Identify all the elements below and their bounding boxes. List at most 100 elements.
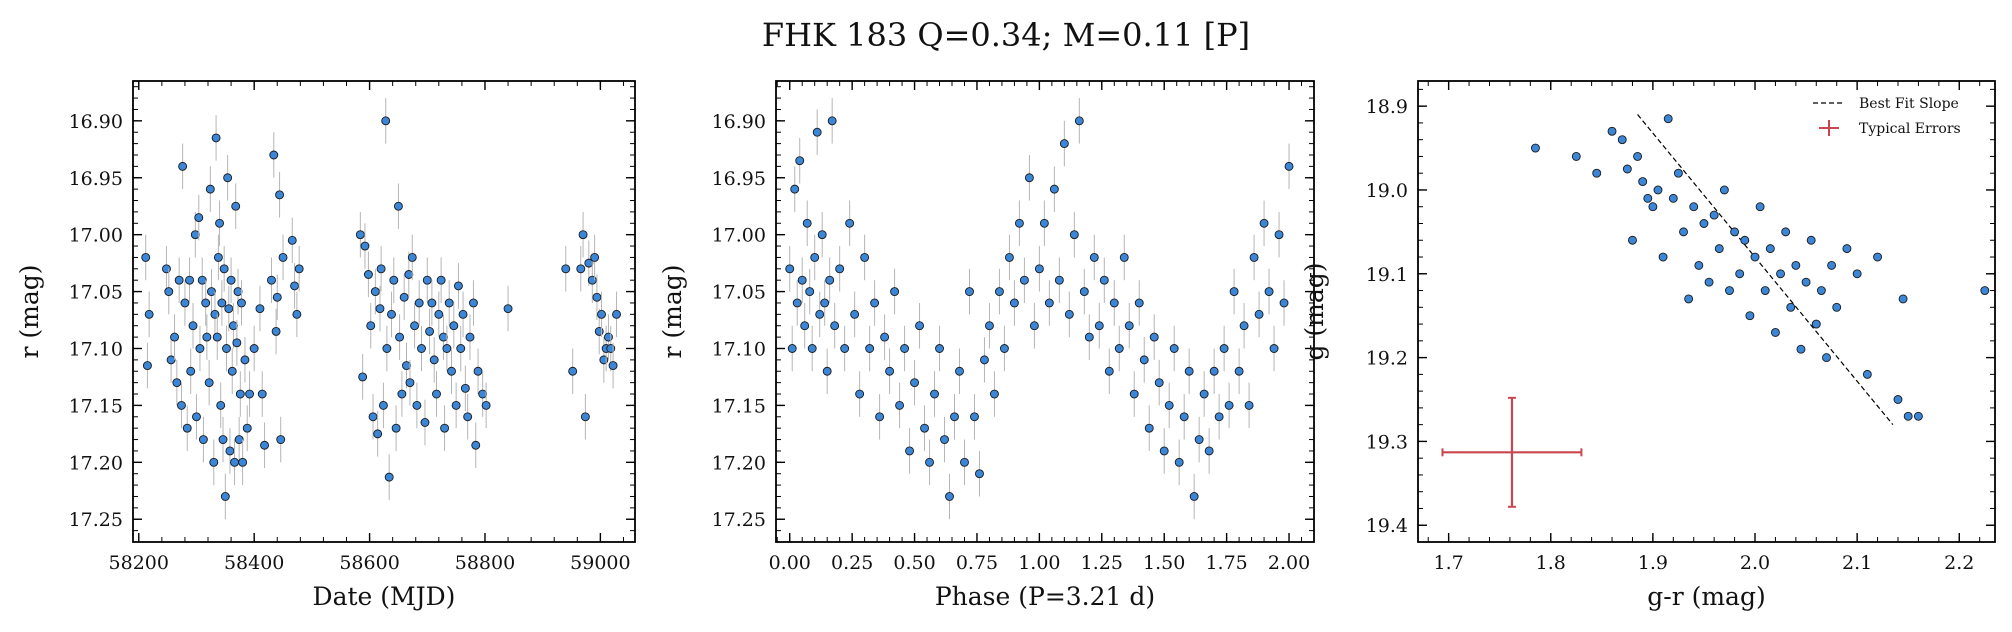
data-point — [1029, 321, 1039, 331]
data-point — [451, 400, 461, 410]
data-point — [835, 264, 845, 274]
data-point — [271, 326, 281, 336]
data-point — [368, 412, 378, 422]
data-point — [290, 281, 300, 291]
data-point — [412, 400, 422, 410]
data-point — [427, 298, 437, 308]
data-point — [190, 230, 200, 240]
data-point — [1239, 321, 1249, 331]
data-point — [358, 372, 368, 382]
y-tick-label: 17.05 — [69, 282, 123, 304]
data-point — [1592, 168, 1602, 178]
data-point — [432, 389, 441, 399]
data-point — [940, 435, 949, 445]
data-point — [228, 321, 238, 331]
data-point — [164, 287, 174, 297]
data-point — [1139, 355, 1149, 365]
data-point — [1903, 411, 1913, 421]
y-tick-label: 16.90 — [69, 111, 123, 133]
y-tick-label: 17.25 — [712, 509, 766, 531]
data-point — [1776, 269, 1785, 279]
data-point — [590, 252, 600, 262]
data-point — [1059, 139, 1069, 149]
data-point — [870, 298, 880, 308]
data-point — [456, 344, 466, 353]
data-point — [141, 252, 151, 262]
x-tick-label: 1.7 — [1434, 552, 1464, 574]
data-point — [238, 457, 248, 467]
data-point — [807, 344, 817, 353]
data-point — [363, 270, 373, 279]
data-point — [860, 252, 870, 262]
data-point — [1189, 492, 1199, 501]
data-point — [1084, 332, 1094, 342]
data-point — [1643, 193, 1653, 203]
data-point — [382, 344, 392, 353]
data-point — [220, 492, 230, 501]
data-point — [1259, 218, 1269, 228]
data-point — [1064, 309, 1074, 319]
x-tick-label: 0.50 — [893, 552, 935, 574]
data-point — [407, 252, 417, 262]
data-point — [576, 264, 586, 274]
data-point — [1786, 302, 1796, 312]
data-point — [568, 366, 578, 376]
y-tick-label: 17.20 — [712, 452, 766, 474]
data-point — [425, 326, 435, 336]
data-point — [1044, 298, 1054, 308]
data-point — [825, 275, 835, 285]
data-point — [1622, 164, 1632, 174]
data-point — [1219, 344, 1229, 353]
x-tick-label: 0.25 — [831, 552, 873, 574]
data-point — [1796, 344, 1806, 354]
data-point — [580, 412, 590, 422]
data-point — [850, 309, 860, 319]
data-point — [875, 412, 885, 422]
data-point — [1893, 395, 1903, 404]
x-tick-label: 58200 — [109, 552, 169, 574]
data-point — [393, 201, 403, 211]
data-point — [1269, 344, 1279, 353]
data-point — [275, 190, 285, 200]
data-point — [905, 446, 915, 456]
data-point — [245, 389, 255, 399]
data-point — [465, 332, 475, 342]
data-point — [608, 361, 618, 371]
data-point — [1668, 193, 1678, 203]
data-point — [935, 344, 944, 353]
data-point — [1852, 269, 1862, 279]
data-point — [1049, 184, 1059, 194]
data-point — [276, 435, 286, 445]
data-point — [945, 492, 954, 501]
data-point — [207, 287, 216, 297]
x-tick-label: 1.00 — [1018, 552, 1060, 574]
x-tick-label: 1.8 — [1536, 552, 1566, 574]
y-tick-label: 16.90 — [712, 111, 766, 133]
data-point — [1781, 227, 1791, 237]
data-point — [471, 440, 481, 450]
data-point — [1209, 366, 1219, 376]
y-tick-label: 17.25 — [69, 509, 123, 531]
best-fit-line — [1637, 114, 1894, 426]
data-point — [592, 292, 602, 302]
data-point — [402, 361, 411, 371]
x-tick-label: 59000 — [570, 552, 630, 574]
data-point — [812, 127, 822, 137]
data-point — [417, 344, 426, 353]
data-point — [1214, 412, 1224, 422]
x-tick-label: 0.00 — [769, 552, 811, 574]
data-point — [1154, 378, 1164, 388]
data-point — [820, 298, 830, 308]
data-point — [1740, 235, 1750, 245]
data-point — [920, 423, 929, 433]
data-point — [925, 457, 934, 467]
data-point — [1229, 287, 1239, 297]
data-point — [197, 275, 207, 285]
data-point — [827, 116, 837, 126]
data-point — [235, 389, 245, 399]
data-point — [384, 472, 394, 482]
data-point — [272, 292, 282, 302]
data-point — [999, 344, 1009, 353]
data-point — [473, 366, 483, 376]
data-point — [1069, 230, 1079, 240]
